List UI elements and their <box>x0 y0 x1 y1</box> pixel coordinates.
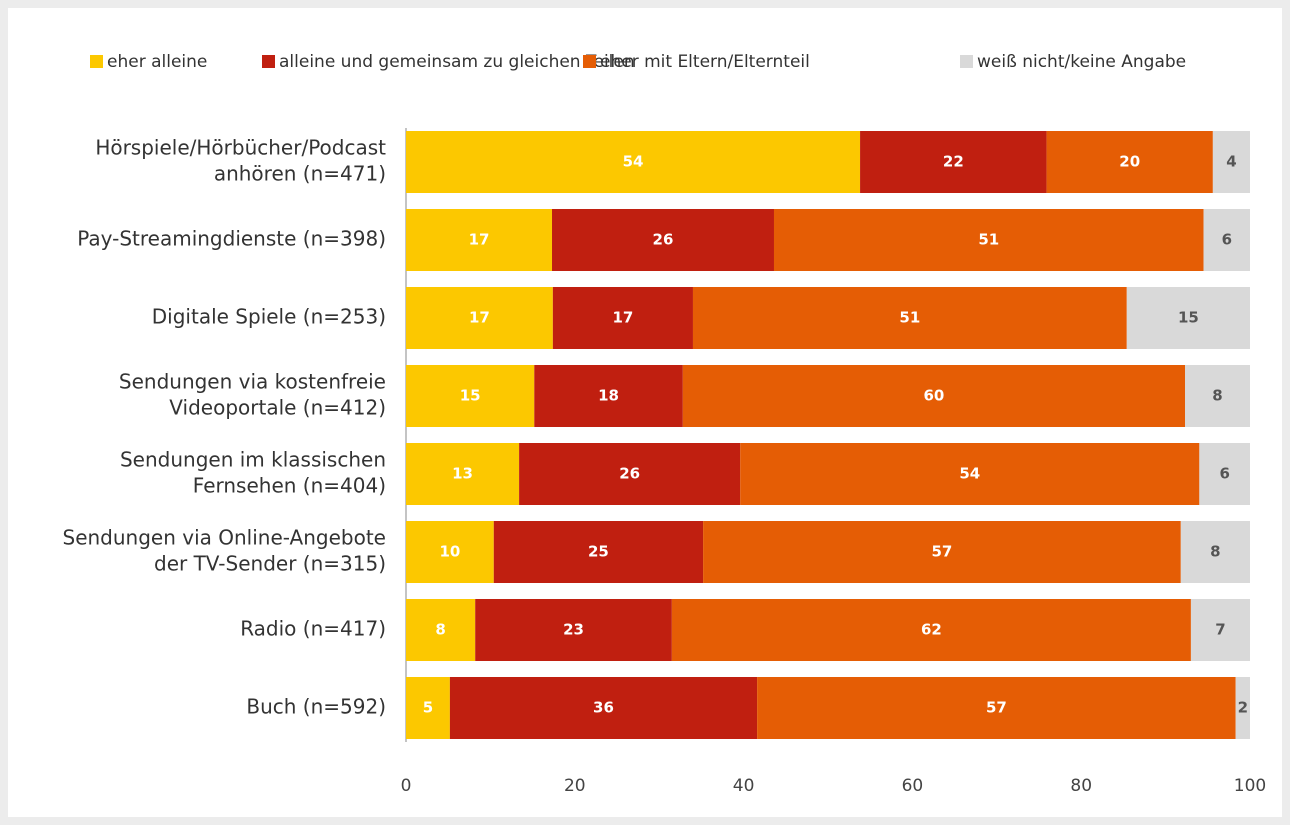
value-label: 8 <box>1210 543 1220 561</box>
category-label: Pay-Streamingdienste (n=398) <box>77 227 386 251</box>
bar-segment <box>1203 209 1250 271</box>
bar-segment <box>406 365 535 427</box>
value-label: 8 <box>435 621 445 639</box>
legend-label: alleine und gemeinsam zu gleichen Teilen <box>279 52 635 72</box>
value-label: 2 <box>1238 699 1248 717</box>
value-label: 10 <box>439 543 460 561</box>
bar-segment <box>860 131 1047 193</box>
value-label: 51 <box>899 309 920 327</box>
category-label: anhören (n=471) <box>214 162 386 186</box>
value-label: 18 <box>598 387 619 405</box>
bar-segment <box>740 443 1200 505</box>
legend-label: weiß nicht/keine Angabe <box>977 52 1186 72</box>
bar-segment <box>1190 599 1250 661</box>
bar-segment <box>1126 287 1250 349</box>
bar-segment <box>406 131 861 193</box>
value-label: 20 <box>1119 153 1140 171</box>
value-label: 62 <box>921 621 942 639</box>
bar-segment <box>1235 677 1250 739</box>
bar-segment <box>493 521 704 583</box>
category-label: Buch (n=592) <box>246 695 386 719</box>
bar-segment <box>773 209 1204 271</box>
bar-segment <box>1180 521 1250 583</box>
value-label: 15 <box>1178 309 1199 327</box>
bar-segment <box>682 365 1186 427</box>
bar-segment <box>406 209 553 271</box>
bar-segment <box>757 677 1236 739</box>
bar-segment <box>406 521 494 583</box>
x-tick-label: 60 <box>902 776 924 796</box>
value-label: 15 <box>460 387 481 405</box>
value-label: 57 <box>932 543 953 561</box>
value-label: 17 <box>612 309 633 327</box>
x-tick-label: 100 <box>1234 776 1266 796</box>
category-label: Digitale Spiele (n=253) <box>152 305 386 329</box>
category-label: Radio (n=417) <box>240 617 386 641</box>
category-label: Videoportale (n=412) <box>169 396 386 420</box>
bar-segment <box>519 443 741 505</box>
value-label: 4 <box>1226 153 1236 171</box>
legend-label: eher mit Eltern/Elternteil <box>600 52 810 72</box>
bar-segment <box>1185 365 1250 427</box>
bar-segment <box>552 287 693 349</box>
value-label: 22 <box>943 153 964 171</box>
value-label: 57 <box>986 699 1007 717</box>
value-label: 26 <box>653 231 674 249</box>
value-label: 5 <box>423 699 433 717</box>
bar-segment <box>671 599 1191 661</box>
bar-segment <box>406 677 450 739</box>
value-label: 26 <box>619 465 640 483</box>
legend-swatch <box>583 55 596 68</box>
x-tick-label: 20 <box>564 776 586 796</box>
bar-segment <box>552 209 774 271</box>
value-label: 13 <box>452 465 473 483</box>
legend-swatch <box>262 55 275 68</box>
value-label: 36 <box>593 699 614 717</box>
legend-swatch <box>90 55 103 68</box>
bar-segment <box>449 677 758 739</box>
category-label: der TV-Sender (n=315) <box>154 552 386 576</box>
value-label: 7 <box>1215 621 1225 639</box>
bar-segment <box>406 287 553 349</box>
value-label: 54 <box>623 153 644 171</box>
value-label: 51 <box>978 231 999 249</box>
x-tick-label: 0 <box>401 776 412 796</box>
bar-segment <box>1199 443 1250 505</box>
category-label: Hörspiele/Hörbücher/Podcast <box>95 136 386 160</box>
category-label: Sendungen via kostenfreie <box>119 370 386 394</box>
x-tick-label: 80 <box>1070 776 1092 796</box>
bar-segment <box>692 287 1127 349</box>
value-label: 6 <box>1222 231 1232 249</box>
value-label: 25 <box>588 543 609 561</box>
value-label: 54 <box>959 465 980 483</box>
category-label: Fernsehen (n=404) <box>193 474 386 498</box>
value-label: 23 <box>563 621 584 639</box>
bar-segment <box>534 365 683 427</box>
x-tick-label: 40 <box>733 776 755 796</box>
bar-segment <box>475 599 672 661</box>
value-label: 6 <box>1219 465 1229 483</box>
legend-label: eher alleine <box>107 52 207 72</box>
category-label: Sendungen via Online-Angebote <box>63 526 387 550</box>
category-label: Sendungen im klassischen <box>120 448 386 472</box>
bar-segment <box>406 599 476 661</box>
bar-segment <box>1046 131 1213 193</box>
value-label: 60 <box>923 387 944 405</box>
value-label: 8 <box>1212 387 1222 405</box>
value-label: 17 <box>469 231 490 249</box>
legend-swatch <box>960 55 973 68</box>
value-label: 17 <box>469 309 490 327</box>
bar-segment <box>406 443 520 505</box>
bar-segment <box>1212 131 1250 193</box>
bar-segment <box>703 521 1181 583</box>
